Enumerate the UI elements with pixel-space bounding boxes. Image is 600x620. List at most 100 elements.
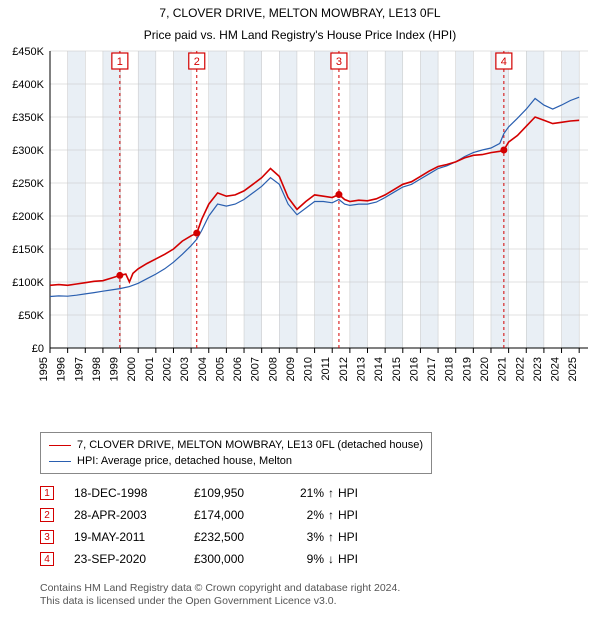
event-price: £174,000 xyxy=(194,508,284,522)
event-row-badge: 1 xyxy=(40,486,54,500)
x-tick-label: 2001 xyxy=(144,357,156,381)
legend-item-hpi: HPI: Average price, detached house, Melt… xyxy=(49,453,423,469)
event-row: 4 23-SEP-2020£300,0009%↓HPI xyxy=(40,548,368,570)
year-band xyxy=(315,51,333,348)
event-row: 1 18-DEC-1998£109,95021%↑HPI xyxy=(40,482,368,504)
event-date: 18-DEC-1998 xyxy=(74,486,194,500)
year-band xyxy=(279,51,297,348)
x-tick-label: 2024 xyxy=(550,357,562,381)
year-band xyxy=(491,51,509,348)
x-tick-label: 2008 xyxy=(267,357,279,381)
x-tick-label: 2016 xyxy=(408,357,420,381)
y-tick-label: £100K xyxy=(12,277,44,289)
y-tick-label: £0 xyxy=(32,343,44,355)
event-row: 319-MAY-2011£232,5003%↑HPI xyxy=(40,526,368,548)
event-row: 228-APR-2003£174,0002%↑HPI xyxy=(40,504,368,526)
x-tick-label: 2020 xyxy=(479,357,491,381)
x-tick-label: 2015 xyxy=(391,357,403,381)
event-price: £232,500 xyxy=(194,530,284,544)
event-badge-number: 1 xyxy=(117,56,123,68)
legend-label: HPI: Average price, detached house, Melt… xyxy=(77,455,292,467)
event-badge-number: 4 xyxy=(501,56,507,68)
x-tick-label: 2021 xyxy=(497,357,509,381)
event-date: 28-APR-2003 xyxy=(74,508,194,522)
x-tick-label: 1997 xyxy=(73,357,85,381)
credit-line1: Contains HM Land Registry data © Crown c… xyxy=(40,582,400,595)
x-tick-label: 2018 xyxy=(444,357,456,381)
x-tick-label: 2002 xyxy=(161,357,173,381)
event-marker xyxy=(335,191,342,198)
year-band xyxy=(526,51,544,348)
y-tick-label: £200K xyxy=(12,211,44,223)
legend-swatch xyxy=(49,445,71,446)
event-date: 23-SEP-2020 xyxy=(74,552,194,566)
year-band xyxy=(385,51,403,348)
year-band xyxy=(562,51,580,348)
y-tick-label: £400K xyxy=(12,79,44,91)
year-band xyxy=(244,51,262,348)
x-tick-label: 2010 xyxy=(303,357,315,381)
year-band xyxy=(173,51,191,348)
event-arrow-icon: ↑ xyxy=(324,486,338,500)
x-tick-label: 1999 xyxy=(109,357,121,381)
x-tick-label: 2014 xyxy=(373,357,385,381)
event-row-badge: 4 xyxy=(40,552,54,566)
chart-title-line2: Price paid vs. HM Land Registry's House … xyxy=(0,22,600,44)
x-tick-label: 2012 xyxy=(338,357,350,381)
event-arrow-icon: ↑ xyxy=(324,530,338,544)
event-pct: 9% xyxy=(284,552,324,566)
chart-container: { "title_line1": "7, CLOVER DRIVE, MELTO… xyxy=(0,0,600,620)
legend-item-property: 7, CLOVER DRIVE, MELTON MOWBRAY, LE13 0F… xyxy=(49,437,423,453)
year-band xyxy=(103,51,121,348)
x-tick-label: 2019 xyxy=(461,357,473,381)
event-rel-label: HPI xyxy=(338,508,368,522)
event-pct: 3% xyxy=(284,530,324,544)
y-tick-label: £350K xyxy=(12,112,44,124)
x-tick-label: 2005 xyxy=(214,357,226,381)
year-band xyxy=(456,51,474,348)
x-tick-label: 2022 xyxy=(514,357,526,381)
year-band xyxy=(68,51,86,348)
x-tick-label: 2017 xyxy=(426,357,438,381)
y-tick-label: £150K xyxy=(12,244,44,256)
price-chart: £0 £50K £100K £150K £200K £250K £300K £350K £400… xyxy=(0,43,600,403)
event-price: £300,000 xyxy=(194,552,284,566)
y-tick-label: £50K xyxy=(18,310,44,322)
event-marker xyxy=(193,230,200,237)
credit-line2: This data is licensed under the Open Gov… xyxy=(40,595,400,608)
event-rel-label: HPI xyxy=(338,552,368,566)
legend: 7, CLOVER DRIVE, MELTON MOWBRAY, LE13 0F… xyxy=(40,432,432,474)
event-date: 19-MAY-2011 xyxy=(74,530,194,544)
event-pct: 21% xyxy=(284,486,324,500)
x-tick-label: 1998 xyxy=(91,357,103,381)
y-tick-label: £450K xyxy=(12,46,44,58)
year-band xyxy=(138,51,156,348)
x-tick-label: 2011 xyxy=(320,357,332,381)
x-tick-label: 2006 xyxy=(232,357,244,381)
x-tick-label: 2023 xyxy=(532,357,544,381)
x-tick-label: 1995 xyxy=(38,357,50,381)
events-table: 118-DEC-1998£109,95021%↑HPI228-APR-2003£… xyxy=(40,482,368,570)
data-credit: Contains HM Land Registry data © Crown c… xyxy=(40,582,400,608)
x-tick-label: 2004 xyxy=(197,357,209,381)
x-tick-label: 2000 xyxy=(126,357,138,381)
event-price: £109,950 xyxy=(194,486,284,500)
event-marker xyxy=(116,272,123,279)
legend-label: 7, CLOVER DRIVE, MELTON MOWBRAY, LE13 0F… xyxy=(77,439,423,451)
legend-swatch xyxy=(49,461,71,462)
event-arrow-icon: ↓ xyxy=(324,552,338,566)
y-tick-label: £300K xyxy=(12,145,44,157)
x-tick-label: 2025 xyxy=(567,357,579,381)
chart-title-line1: 7, CLOVER DRIVE, MELTON MOWBRAY, LE13 0F… xyxy=(0,0,600,22)
event-rel-label: HPI xyxy=(338,530,368,544)
x-tick-label: 2013 xyxy=(356,357,368,381)
x-tick-label: 1996 xyxy=(56,357,68,381)
year-band xyxy=(420,51,438,348)
event-rel-label: HPI xyxy=(338,486,368,500)
event-badge-number: 3 xyxy=(336,56,342,68)
y-tick-label: £250K xyxy=(12,178,44,190)
event-pct: 2% xyxy=(284,508,324,522)
event-marker xyxy=(500,147,507,154)
x-tick-label: 2007 xyxy=(250,357,262,381)
event-arrow-icon: ↑ xyxy=(324,508,338,522)
